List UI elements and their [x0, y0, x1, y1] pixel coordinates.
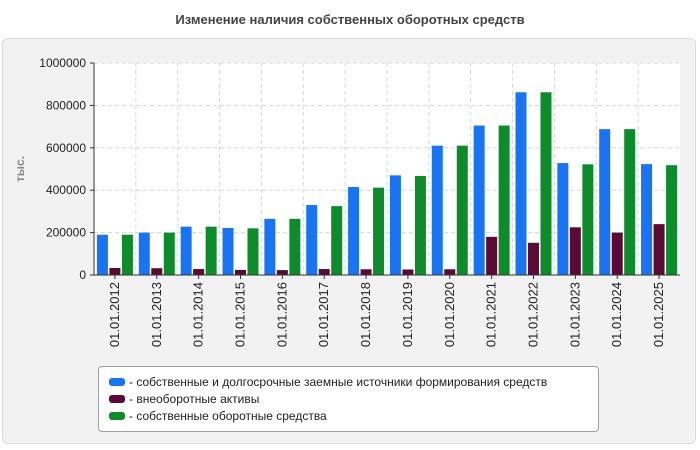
y-tick-label: 600000	[46, 141, 86, 155]
bar	[444, 269, 456, 275]
bar	[138, 232, 150, 275]
bar	[180, 226, 192, 275]
x-tick-label: 01.01.2012	[107, 282, 122, 347]
bar	[193, 269, 205, 275]
x-tick-label: 01.01.2015	[233, 282, 248, 347]
legend-label-working-capital: - собственные оборотные средства	[129, 408, 327, 423]
bar	[360, 269, 372, 275]
chart-title: Изменение наличия собственных оборотных …	[175, 12, 525, 27]
y-tick-label: 1000000	[39, 56, 86, 70]
bar	[163, 232, 175, 275]
x-tick-label: 01.01.2024	[609, 282, 624, 347]
legend-label-sources: - собственные и долгосрочные заемные ист…	[129, 374, 548, 389]
x-tick-label: 01.01.2023	[567, 282, 582, 347]
bar	[569, 227, 581, 275]
x-tick-label: 01.01.2022	[526, 282, 541, 347]
bar	[306, 205, 318, 275]
x-tick-label: 01.01.2018	[358, 282, 373, 347]
bar	[205, 226, 217, 275]
y-tick-label: 0	[79, 268, 86, 282]
legend-item-noncurrent-assets[interactable]: - внеоборотные активы	[109, 390, 588, 407]
bar	[515, 92, 527, 275]
bar	[498, 125, 510, 275]
bar	[235, 269, 246, 275]
bar	[96, 234, 108, 275]
x-tick-label: 01.01.2017	[316, 282, 331, 347]
bar	[121, 234, 133, 275]
bar	[331, 206, 343, 275]
bar	[624, 129, 636, 275]
bar	[318, 269, 330, 275]
legend-item-working-capital[interactable]: - собственные оборотные средства	[109, 407, 588, 424]
bar	[222, 227, 234, 275]
bar	[611, 232, 623, 275]
bar	[431, 145, 443, 275]
y-tick-label: 200000	[46, 226, 86, 240]
bar	[264, 218, 276, 275]
y-tick-label: 800000	[46, 98, 86, 112]
bar	[641, 164, 653, 275]
legend-label-noncurrent-assets: - внеоборотные активы	[129, 391, 260, 406]
bar	[247, 228, 259, 275]
legend: - собственные и долгосрочные заемные ист…	[98, 366, 599, 432]
bar	[456, 145, 468, 275]
bar	[582, 164, 594, 275]
bar	[540, 92, 552, 275]
x-tick-label: 01.01.2025	[651, 282, 666, 347]
bar	[473, 125, 485, 275]
x-tick-label: 01.01.2013	[149, 282, 164, 347]
bar	[653, 224, 665, 275]
bar	[486, 236, 498, 275]
y-tick-label: 400000	[46, 183, 86, 197]
x-tick-label: 01.01.2019	[400, 282, 415, 347]
y-axis-label: тыс.	[13, 156, 27, 182]
bar	[373, 187, 385, 275]
legend-swatch-working-capital	[109, 411, 125, 420]
bar	[151, 268, 163, 275]
legend-swatch-sources	[109, 377, 125, 386]
legend-swatch-noncurrent-assets	[109, 394, 125, 403]
x-tick-label: 01.01.2021	[484, 282, 499, 347]
bar	[389, 175, 401, 275]
bar	[528, 242, 539, 275]
bar	[348, 187, 360, 275]
bar	[557, 163, 569, 275]
x-tick-label: 01.01.2016	[274, 282, 289, 347]
bar	[276, 270, 288, 275]
bar	[599, 129, 611, 275]
bar	[414, 175, 426, 275]
bar	[109, 268, 121, 275]
legend-item-sources[interactable]: - собственные и долгосрочные заемные ист…	[109, 373, 588, 390]
x-tick-label: 01.01.2020	[442, 282, 457, 347]
bar	[402, 269, 414, 275]
bar	[666, 165, 678, 275]
bar	[289, 218, 301, 275]
x-tick-label: 01.01.2014	[191, 282, 206, 347]
